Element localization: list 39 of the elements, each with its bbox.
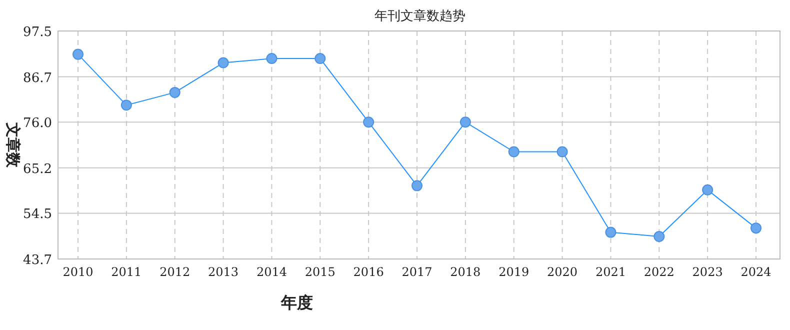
point (654, 231, 665, 242)
x-tick-label: 2013 (208, 265, 239, 279)
point (363, 116, 374, 128)
x-tick-label: 2010 (62, 265, 94, 279)
y-tick-label: 97.5 (23, 25, 52, 40)
point (120, 100, 132, 111)
y-tick-label: 65.2 (23, 162, 52, 177)
point (702, 184, 714, 196)
y-tick-label: 54.5 (23, 207, 52, 222)
y-axis-title: 文章数 (4, 122, 22, 168)
point (169, 86, 180, 98)
x-tick-label: 2021 (595, 265, 626, 279)
point (412, 180, 422, 192)
point (218, 57, 229, 68)
x-tick-label: 2023 (692, 265, 723, 279)
x-tick-label: 2018 (450, 265, 481, 279)
point (460, 116, 471, 128)
point (72, 48, 84, 60)
point (605, 226, 616, 238)
point (750, 222, 762, 234)
x-tick-label: 2016 (353, 265, 384, 279)
x-tick-label: 2019 (498, 265, 530, 279)
point (556, 146, 568, 158)
x-tick-label: 2017 (402, 265, 432, 279)
point (266, 53, 278, 64)
x-tick-label: 2012 (160, 265, 190, 279)
x-axis-title: 年度 (280, 293, 313, 312)
x-tick-label: 2014 (256, 265, 288, 279)
point (314, 53, 326, 64)
x-tick-label: 2020 (547, 265, 578, 279)
x-tick-label: 2015 (304, 265, 336, 279)
chart-title: 年刊文章数趋势 (374, 9, 466, 24)
y-tick-label: 43.7 (23, 253, 52, 268)
x-tick-label: 2024 (740, 265, 772, 279)
y-tick-label: 86.7 (23, 70, 52, 86)
y-tick-label: 76.0 (23, 116, 52, 132)
point (508, 146, 520, 158)
x-tick-label: 2011 (111, 265, 142, 279)
x-tick-label: 2022 (644, 265, 674, 279)
